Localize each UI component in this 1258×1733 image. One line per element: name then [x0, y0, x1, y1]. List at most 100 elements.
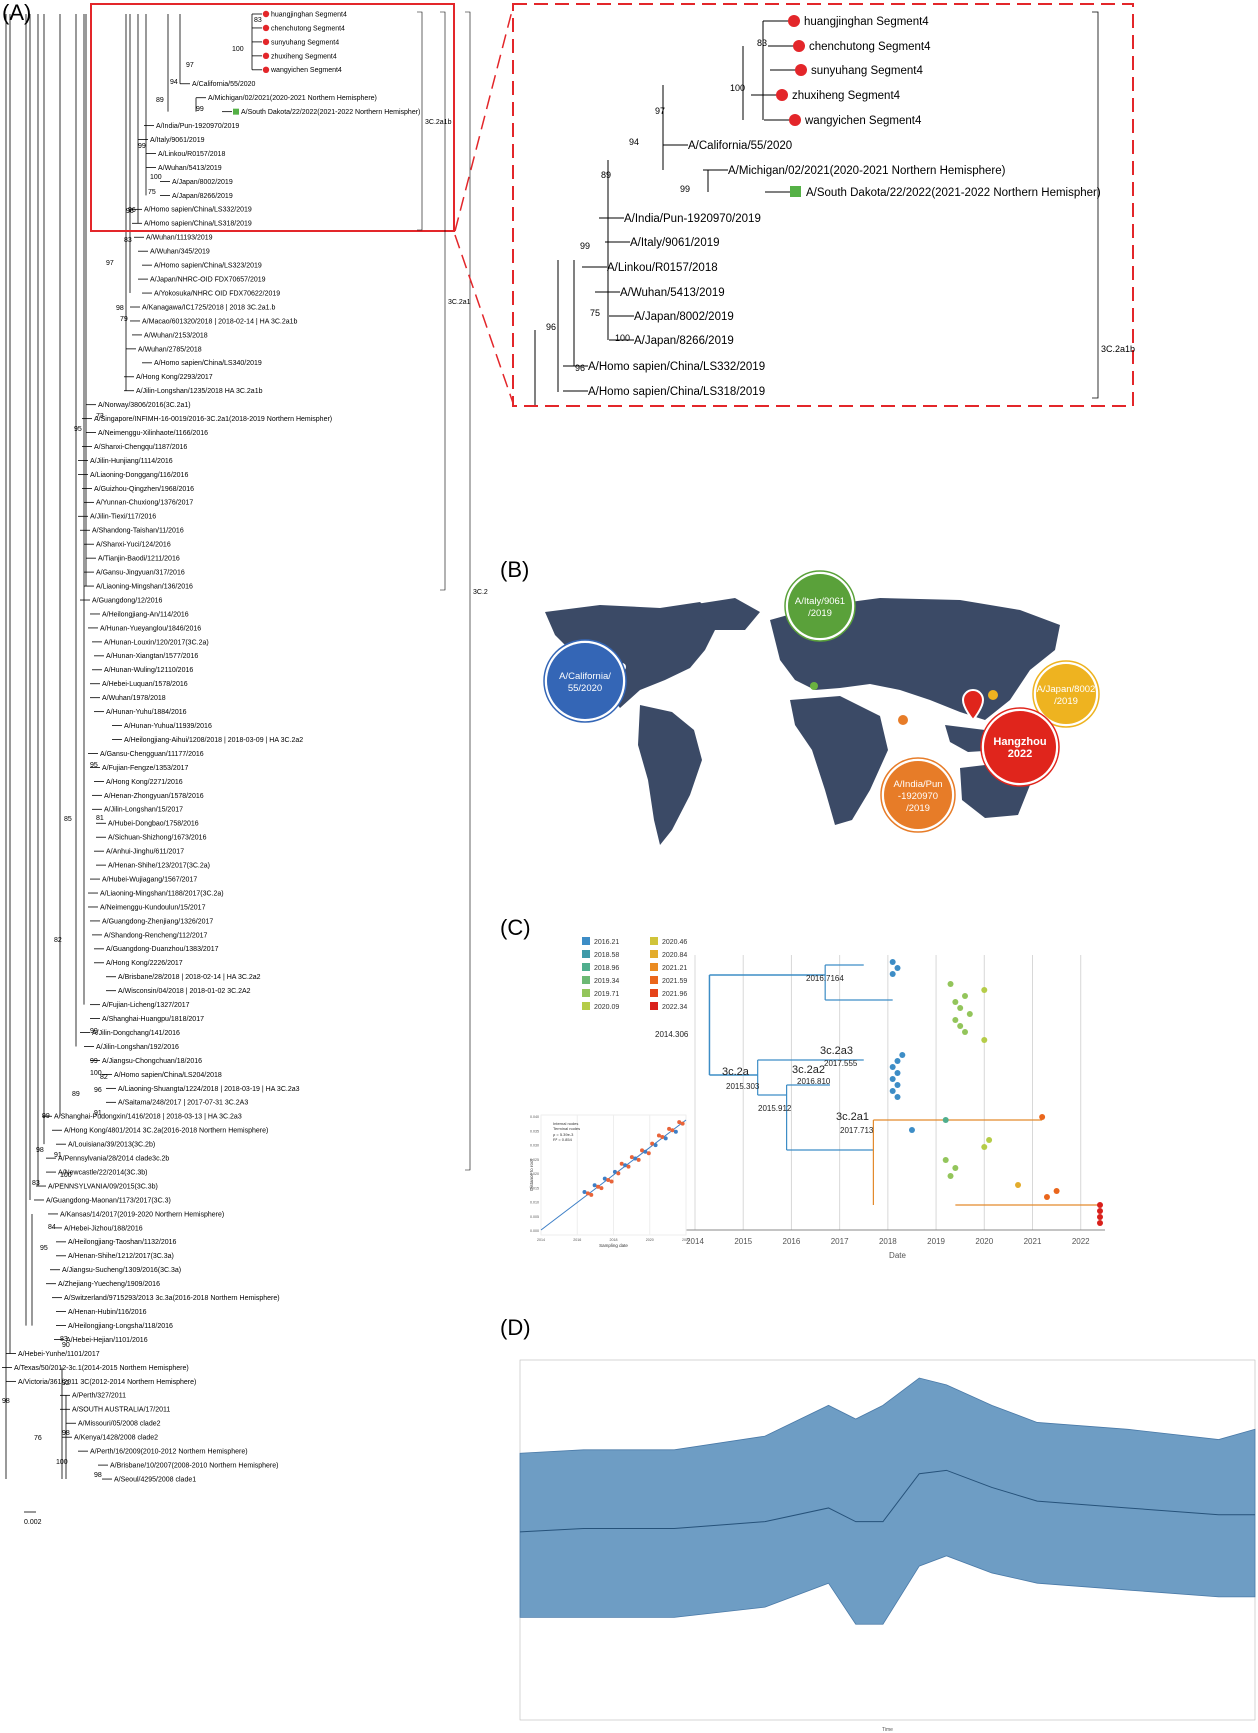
c-node-label: 2017.713 — [840, 1126, 874, 1135]
tree-a-tip-label: A/Heilongjiang-Aihui/1208/2018 | 2018-03… — [124, 737, 303, 744]
inset-y-tick: 0.010 — [530, 1201, 539, 1205]
tree-a-bootstrap: 89 — [156, 97, 164, 104]
c-legend-swatch — [650, 963, 658, 971]
clade-label: 3C.2a1b — [425, 119, 452, 126]
tree-a-tip-label: A/Hong Kong/2271/2016 — [106, 779, 183, 786]
tree-a-tip-label: A/Hubei-Dongbao/1758/2016 — [108, 821, 199, 828]
inset-stat: ρ = 5.39e-3 — [553, 1132, 574, 1137]
india-marker — [898, 715, 908, 725]
c-tick-label: 2022 — [1072, 1237, 1090, 1246]
inset-point — [629, 1155, 634, 1160]
tree-a-bootstrap: 95 — [90, 762, 98, 769]
tree-a-tip-label: A/Homo sapien/China/LS323/2019 — [154, 263, 262, 270]
tree-a-tip-label: A/South Dakota/22/2022(2021-2022 Norther… — [241, 109, 420, 116]
inset-point — [680, 1121, 685, 1126]
c-legend-label: 2021.96 — [662, 991, 687, 998]
tree-a-tip-label: A/Hunan-Yuhua/11939/2016 — [124, 723, 212, 730]
inset-point — [585, 1191, 590, 1196]
tree-a-bootstrap: 100 — [56, 1459, 68, 1466]
inset-x-tick: 2018 — [610, 1238, 618, 1242]
tree-a-bootstrap: 79 — [120, 316, 128, 323]
c-tick-label: 2018 — [879, 1237, 897, 1246]
tree-a-bootstrap: 73 — [96, 413, 104, 420]
zoom-clade-label: 3C.2a1b — [1101, 344, 1135, 354]
inset-ylabel: Distance to root — [529, 1158, 534, 1190]
inset-y-tick: 0.005 — [530, 1215, 539, 1219]
tree-a-tip-label: A/California/55/2020 — [192, 81, 256, 88]
tree-a-tip-label: A/Wuhan/2785/2018 — [138, 346, 202, 353]
tree-a-tip-label: A/Newcastle/22/2014(3C.3b) — [58, 1169, 148, 1176]
tree-a-tip-label: A/Hebei-Hejian/1101/2016 — [66, 1337, 148, 1344]
tree-a-tip-label: A/Hunan-Wuling/12110/2016 — [104, 667, 193, 674]
tree-a-tip-label: A/Shandong-Taishan/11/2016 — [92, 528, 184, 535]
tree-a-tip-label: A/Wuhan/5413/2019 — [158, 165, 222, 172]
tree-a-tip-label: A/Perth/327/2011 — [72, 1393, 126, 1400]
map-callout — [547, 643, 623, 719]
tree-a-bootstrap: 99 — [90, 1028, 98, 1035]
tree-a-tip-label: A/Macao/601320/2018 | 2018-02-14 | HA 3C… — [142, 318, 298, 325]
c-tip — [889, 1088, 896, 1094]
tree-a-tip-label: A/Homo sapien/China/LS204/2018 — [114, 1072, 222, 1079]
map-callout-label: /2019 — [906, 803, 930, 814]
tree-a-bootstrap: 96 — [128, 207, 136, 214]
tree-a-tip-label: A/Brisbane/10/2007(2008-2010 Northern He… — [110, 1462, 279, 1469]
c-tip — [947, 1173, 954, 1179]
c-legend-label: 2018.96 — [594, 965, 619, 972]
zoom-bootstrap: 83 — [757, 38, 767, 48]
c-tip — [1097, 1220, 1103, 1226]
inset-point — [623, 1163, 628, 1168]
c-legend-swatch — [582, 963, 590, 971]
c-legend-swatch — [650, 950, 658, 958]
c-legend-swatch — [582, 937, 590, 945]
phylogenetic-tree-a: huangjinghan Segment4 chenchutong Segment… — [2, 3, 488, 1526]
tree-a-tip-label: A/Yunnan-Chuxiong/1376/2017 — [96, 500, 193, 507]
c-node-label: 2014.306 — [655, 1030, 689, 1039]
panel-label-d: (D) — [500, 1315, 531, 1340]
c-legend-swatch — [582, 976, 590, 984]
map-callout-label: -1920970 — [898, 791, 938, 802]
tree-a-bootstrap: 91 — [54, 1152, 62, 1159]
zoom-inset-frame — [512, 3, 1134, 407]
tree-a-bootstrap: 76 — [34, 1435, 42, 1442]
tree-a-study-marker — [262, 38, 270, 46]
tree-a-tip-label: A/Jilin-Hunjiang/1114/2016 — [90, 458, 173, 465]
zoom-study-marker — [795, 64, 807, 76]
inset-y-tick: 0.000 — [530, 1229, 539, 1233]
c-legend-label: 2022.34 — [662, 1004, 687, 1011]
tree-a-tip-label: A/Italy/9061/2019 — [150, 137, 205, 144]
tree-a-tip-label: A/Fujian-Fengze/1353/2017 — [102, 765, 188, 772]
tree-a-tip-label: A/Switzerland/9715293/2013 3c.3a(2016-20… — [64, 1295, 280, 1302]
tree-a-bootstrap: 100 — [90, 1070, 102, 1077]
north-america-shape — [545, 602, 720, 708]
map-callout — [884, 761, 952, 829]
tree-a-tip-label: A/Jiangsu-Sucheng/1309/2016(3C.3a) — [62, 1267, 181, 1274]
zoom-bootstrap: 89 — [601, 170, 611, 180]
tree-a-tip-label: A/Singapore/INFIMH-16-0019/2016-3C.2a1(2… — [94, 416, 332, 423]
c-tip — [981, 1144, 988, 1150]
inset-point — [606, 1178, 611, 1183]
zoom-tip-label: A/Japan/8266/2019 — [634, 335, 734, 347]
tree-a-tip-label: huangjinghan Segment4 — [271, 11, 347, 18]
tree-a-tip-label: A/Jilin-Longshan/1235/2018 HA 3C.2a1b — [136, 388, 263, 395]
tree-a-tip-label: A/Saitama/248/2017 | 2017-07-31 3C.2A3 — [118, 1100, 248, 1107]
c-tip — [889, 1064, 896, 1070]
tree-a-bootstrap: 98 — [116, 305, 124, 312]
inset-point — [673, 1129, 678, 1134]
tree-a-tip-label: A/Brisbane/28/2018 | 2018-02-14 | HA 3C.… — [118, 974, 261, 981]
inset-point — [660, 1134, 665, 1139]
c-tip — [894, 1094, 901, 1100]
greenland-shape — [690, 598, 760, 630]
zoom-bootstrap: 99 — [680, 184, 690, 194]
tree-a-tip-label: A/Homo sapien/China/LS318/2019 — [144, 221, 252, 228]
c-tip — [908, 1127, 915, 1133]
tree-a-tip-label: A/Guangdong/12/2016 — [92, 597, 163, 604]
c-legend-swatch — [582, 1002, 590, 1010]
tree-a-tip-label: A/Kenya/1428/2008 clade2 — [74, 1435, 158, 1442]
zoom-inset-tree: huangjinghan Segment4 chenchutong Segment… — [454, 3, 1135, 407]
tree-a-tip-label: A/Henan-Shihe/123/2017(3C.2a) — [108, 863, 210, 870]
tree-a-tip-label: A/Hunan-Louxin/120/2017(3C.2a) — [104, 639, 209, 646]
c-node-label: 2015.912 — [758, 1104, 792, 1113]
tree-a-tip-label: A/Pennsylvania/28/2014 clade3c.2b — [58, 1156, 169, 1163]
inset-point — [640, 1148, 645, 1153]
